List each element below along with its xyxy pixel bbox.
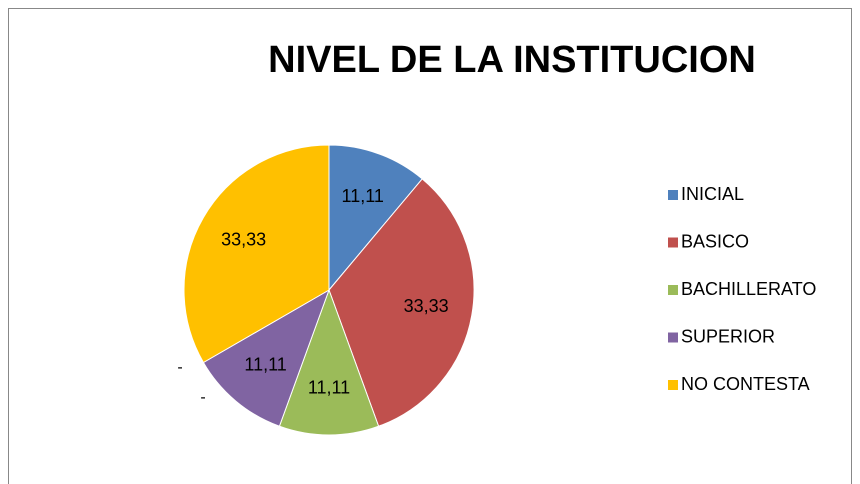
legend-label: BACHILLERATO [681,279,816,299]
legend-swatch [668,332,678,343]
annotation: - [177,359,182,376]
data-label: 11,11 [244,354,286,374]
data-label: 33,33 [221,229,266,249]
legend-label: NO CONTESTA [681,374,810,394]
pie-slice [183,144,330,364]
legend-swatch [668,190,678,200]
data-label: 33,33 [404,296,449,316]
annotation: - [200,389,205,406]
pie-slice [278,288,380,436]
pie-slice [328,144,423,292]
data-label: 11,11 [308,377,350,397]
legend-swatch [668,380,678,390]
pie-slice [328,178,475,427]
pie-slice [202,288,330,427]
legend-label: INICIAL [681,184,744,204]
legend-swatch [668,285,678,295]
legend-label: BASICO [681,231,749,251]
chart-title: NIVEL DE LA INSTITUCION [268,39,756,81]
legend-label: SUPERIOR [681,326,775,346]
data-label: 11,11 [342,186,384,206]
legend-swatch [668,237,678,248]
